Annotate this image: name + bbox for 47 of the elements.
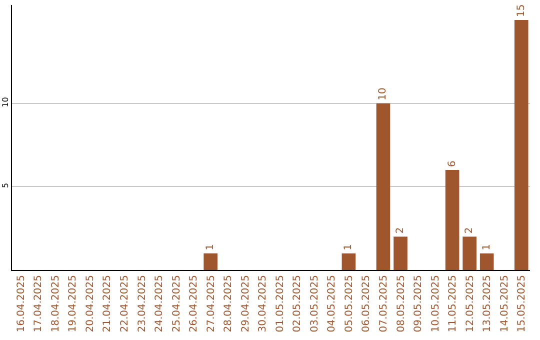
- x-tick-label: 23.04.2025: [136, 275, 148, 332]
- x-tick-label: 12.05.2025: [464, 275, 476, 332]
- bar: [342, 253, 356, 270]
- x-tick-label: 02.05.2025: [292, 275, 304, 332]
- x-tick-label: 25.04.2025: [171, 275, 182, 332]
- bar: [204, 253, 218, 270]
- x-tick-label: 01.05.2025: [274, 275, 286, 332]
- x-tick-label: 26.04.2025: [188, 275, 200, 332]
- x-tick-label: 21.04.2025: [102, 275, 114, 332]
- bar: [514, 20, 528, 270]
- x-tick-label: 22.04.2025: [119, 275, 130, 332]
- data-label: 2: [464, 227, 476, 234]
- x-tick-label: 05.05.2025: [344, 275, 355, 332]
- x-tick-label: 14.05.2025: [499, 275, 510, 332]
- x-tick-label: 03.05.2025: [309, 275, 320, 332]
- x-tick-label: 24.04.2025: [154, 275, 166, 332]
- x-tick-label: 06.05.2025: [361, 275, 372, 332]
- bar: [462, 236, 476, 270]
- data-label: 15: [516, 4, 527, 17]
- x-tick-label: 28.04.2025: [223, 275, 234, 332]
- data-label: 6: [446, 160, 458, 167]
- x-tick-label: 04.05.2025: [326, 275, 338, 332]
- x-tick-label: 18.04.2025: [50, 275, 62, 332]
- x-tick-label: 16.04.2025: [16, 275, 27, 332]
- x-tick-label: 19.04.2025: [68, 275, 79, 332]
- bar: [376, 103, 390, 270]
- data-label: 1: [481, 244, 492, 250]
- x-tick-label: 30.04.2025: [258, 275, 269, 332]
- x-tick-label: 17.04.2025: [33, 275, 44, 332]
- data-label: 1: [205, 244, 216, 250]
- x-tick-label: 13.05.2025: [482, 275, 494, 332]
- bar: [394, 236, 408, 270]
- y-tick-label: 5: [0, 182, 10, 188]
- x-tick-label: 08.05.2025: [396, 275, 407, 332]
- x-tick-label: 29.04.2025: [240, 275, 252, 332]
- data-label: 1: [343, 244, 354, 250]
- x-tick-label: 15.05.2025: [516, 275, 528, 332]
- data-label: 10: [378, 88, 389, 100]
- x-tick-label: 20.04.2025: [84, 275, 96, 332]
- x-tick-label: 07.05.2025: [378, 275, 390, 332]
- bar: [445, 170, 460, 270]
- bar: [480, 253, 494, 270]
- data-label: 2: [395, 227, 406, 234]
- x-tick-label: 11.05.2025: [448, 275, 459, 332]
- x-tick-label: 27.04.2025: [206, 275, 217, 332]
- x-tick-label: 09.05.2025: [413, 275, 424, 332]
- x-tick-label: 10.05.2025: [430, 275, 442, 332]
